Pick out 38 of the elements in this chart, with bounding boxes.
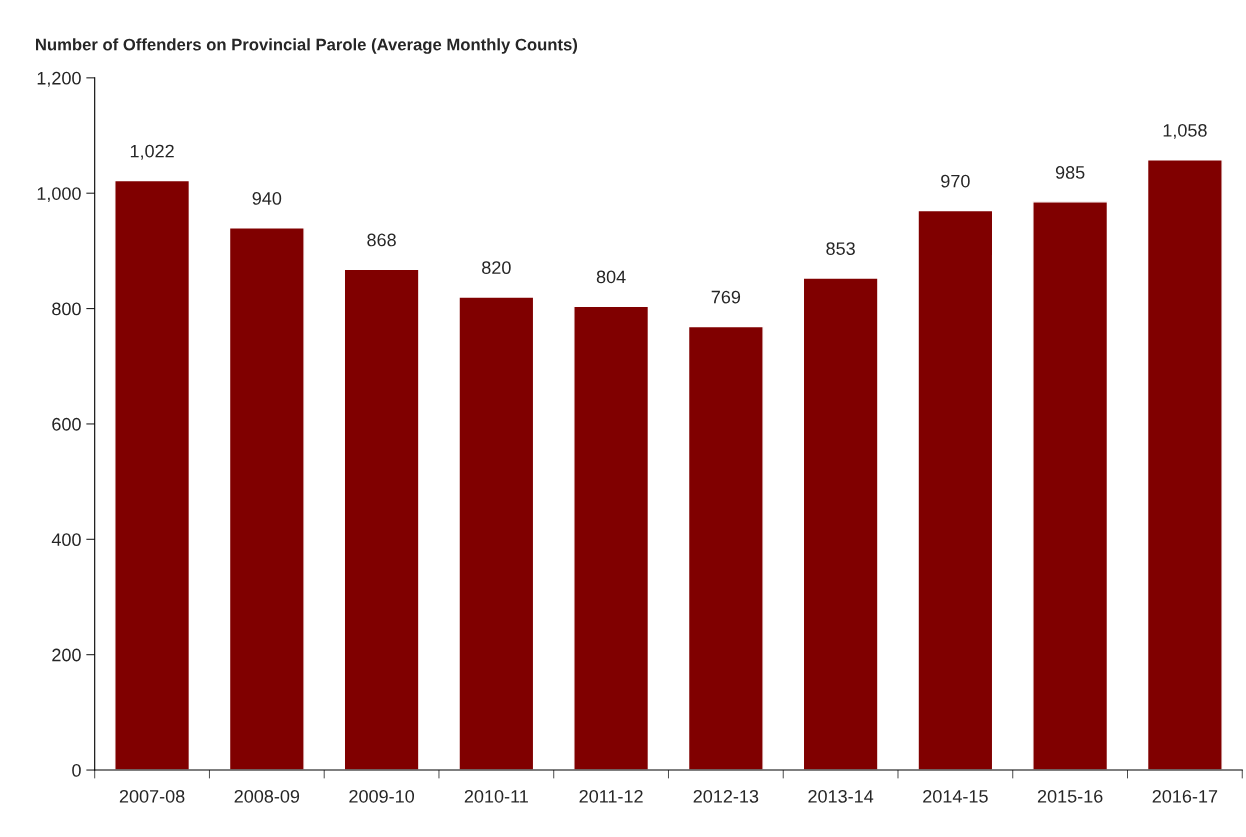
y-tick-label: 400 bbox=[51, 533, 81, 547]
chart-title: Number of Offenders on Provincial Parole (Average Monthly Counts) bbox=[36, 38, 578, 54]
x-tick-label: 2008-09 bbox=[234, 789, 300, 803]
bar bbox=[917, 209, 994, 771]
x-tick-label: 2012-13 bbox=[693, 789, 759, 803]
x-tick-label: 2010-11 bbox=[464, 789, 528, 803]
bar bbox=[458, 296, 535, 771]
data-label: 940 bbox=[252, 192, 282, 205]
bar bbox=[687, 325, 764, 771]
data-label: 1,022 bbox=[130, 144, 174, 160]
bar bbox=[228, 227, 305, 771]
y-tick-label: 1,000 bbox=[37, 187, 81, 203]
bar bbox=[802, 277, 879, 771]
bar bbox=[1146, 159, 1223, 771]
y-tick-label: 1,200 bbox=[37, 71, 81, 87]
data-label: 820 bbox=[482, 261, 511, 275]
x-tick-label: 2007-08 bbox=[119, 789, 185, 803]
y-tick-label: 800 bbox=[52, 302, 81, 316]
x-tick-label: 2011-12 bbox=[579, 789, 643, 803]
bar bbox=[573, 305, 650, 771]
bar bbox=[114, 179, 191, 771]
data-label: 853 bbox=[826, 242, 855, 255]
x-tick-label: 2013-14 bbox=[808, 789, 874, 803]
x-tick-label: 2009-10 bbox=[349, 789, 415, 803]
y-tick-label: 0 bbox=[72, 763, 81, 777]
bar bbox=[1032, 201, 1109, 771]
x-tick-label: 2016-17 bbox=[1152, 789, 1218, 803]
data-label: 868 bbox=[367, 233, 396, 247]
data-label: 804 bbox=[596, 270, 626, 284]
y-tick-label: 200 bbox=[52, 648, 81, 662]
data-label: 985 bbox=[1055, 166, 1085, 179]
x-tick-label: 2015-16 bbox=[1037, 789, 1103, 803]
data-label: 970 bbox=[941, 174, 970, 188]
x-tick-label: 2014-15 bbox=[923, 789, 988, 803]
bar bbox=[343, 268, 420, 771]
data-label: 1,058 bbox=[1163, 123, 1207, 139]
data-label: 769 bbox=[711, 290, 741, 304]
y-tick-label: 600 bbox=[52, 417, 81, 431]
